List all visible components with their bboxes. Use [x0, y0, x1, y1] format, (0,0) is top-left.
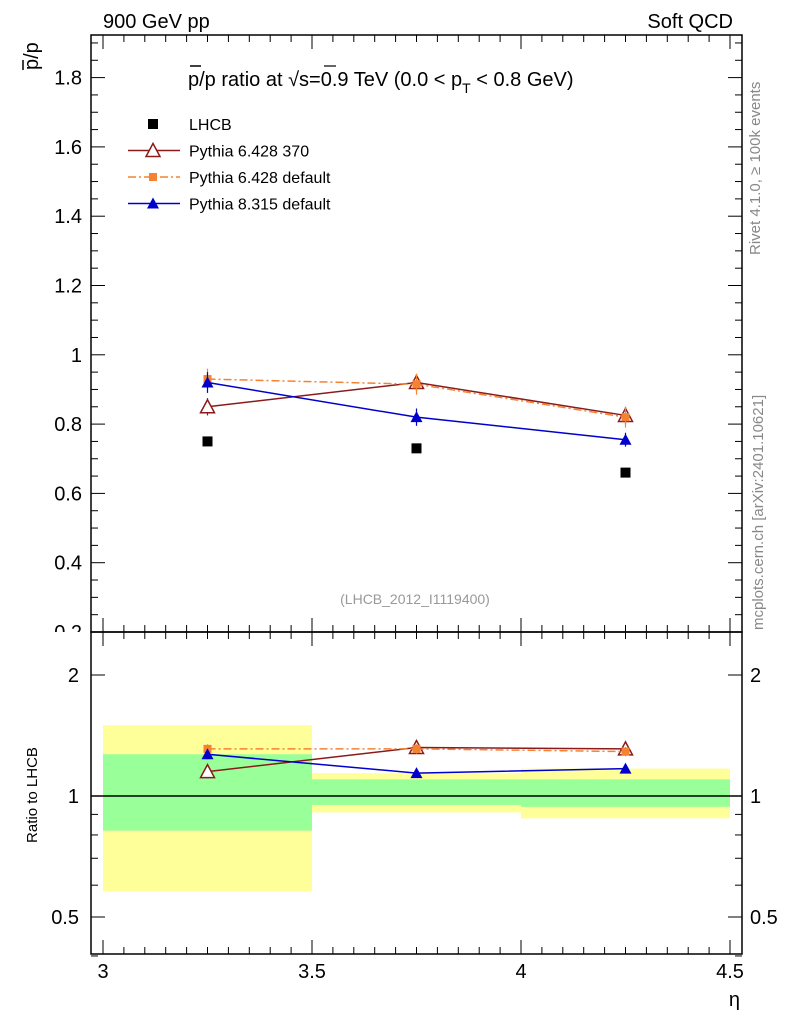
x-tick-label: 3: [97, 961, 108, 983]
ratio-data-point: [621, 747, 630, 756]
analysis-id: (LHCB_2012_I1119400): [340, 591, 490, 607]
chart-title: p/p ratio at √s=0.9 TeV (0.0 < pT < 0.8 …: [188, 69, 574, 96]
header-left: 900 GeV pp: [103, 11, 210, 33]
legend-label: Pythia 6.428 370: [189, 144, 309, 161]
ratio-band-green: [521, 779, 730, 807]
y-tick-label-ratio-right: 2: [750, 665, 761, 687]
data-point: [202, 436, 213, 447]
data-point: [620, 467, 631, 478]
y-tick-label-main: 1.4: [54, 206, 82, 228]
legend: LHCB Pythia 6.428 370 Pythia 6.428 default…: [128, 117, 331, 214]
y-tick-label-main: 1.6: [54, 137, 82, 159]
title-p: p: [188, 69, 199, 91]
y-tick-label-ratio-right: 1: [750, 786, 761, 808]
y-tick-label-main: 1.8: [54, 68, 82, 90]
y-label-clip: [40, 632, 90, 644]
x-tick-label: 3.5: [298, 961, 326, 983]
data-point: [201, 376, 214, 388]
ratio-axes: 0.5 0.5 1 1 2 2: [51, 632, 778, 957]
title-sqrt: √: [288, 69, 299, 91]
ratio-data-point: [412, 744, 421, 753]
main-axes: 0.20.40.60.811.21.41.61.8: [40, 35, 742, 644]
y-tick-label-ratio: 1: [68, 786, 79, 808]
y-tick-label-main: 0.4: [54, 553, 82, 575]
y-tick-label-ratio-right: 0.5: [750, 907, 778, 929]
x-axis-label: η: [729, 989, 740, 1011]
ylabel-rest-part: /p: [21, 42, 43, 59]
data-point: [199, 398, 216, 414]
legend-marker: [147, 197, 159, 209]
ratio-y-axis-label: Ratio to LHCB: [24, 747, 41, 843]
rivet-label: Rivet 4.1.0, ≥ 100k events: [747, 82, 764, 255]
legend-marker: [148, 119, 158, 129]
main-series: [199, 368, 634, 478]
y-tick-label-main: 0.6: [54, 483, 82, 505]
x-tick-label: 4: [515, 961, 526, 983]
x-tick-labels: 3 3.5 4 4.5: [97, 961, 743, 983]
title-after-bar: /p ratio at: [199, 69, 288, 91]
data-point: [411, 443, 422, 454]
y-tick-label-ratio: 2: [68, 665, 79, 687]
y-tick-label-ratio: 0.5: [51, 907, 79, 929]
data-point: [619, 433, 632, 445]
legend-label: LHCB: [189, 117, 232, 134]
legend-label: Pythia 6.428 default: [189, 170, 331, 187]
ratio-data-point: [619, 762, 632, 774]
svg-text:p/p: p/p: [21, 42, 43, 70]
data-point: [410, 411, 423, 423]
data-point: [412, 380, 421, 389]
legend-label: Pythia 8.315 default: [189, 197, 331, 214]
ratio-data-point: [199, 763, 216, 779]
main-y-axis-label: p/p: [21, 42, 43, 70]
ratio-data-point: [410, 767, 423, 779]
title-suffix: < 0.8 GeV): [471, 69, 574, 91]
ratio-series: [199, 738, 634, 779]
title-s-expr: s=0.9 TeV (0.0 < p: [299, 69, 462, 91]
ylabel-bar-part: p: [21, 59, 43, 70]
x-tick-label: 4.5: [716, 961, 744, 983]
mcplots-label: mcplots.cern.ch [arXiv:2401.10621]: [750, 395, 767, 630]
title-subscript: T: [462, 80, 471, 96]
ratio-data-point: [201, 748, 214, 760]
ratio-band-green: [312, 779, 521, 805]
legend-marker: [144, 141, 162, 158]
y-tick-label-main: 1: [71, 345, 82, 367]
data-point: [621, 413, 630, 422]
legend-marker: [149, 173, 157, 181]
y-tick-label-main: 1.2: [54, 276, 82, 298]
header-right: Soft QCD: [647, 11, 733, 33]
y-tick-label-main: 0.8: [54, 414, 82, 436]
